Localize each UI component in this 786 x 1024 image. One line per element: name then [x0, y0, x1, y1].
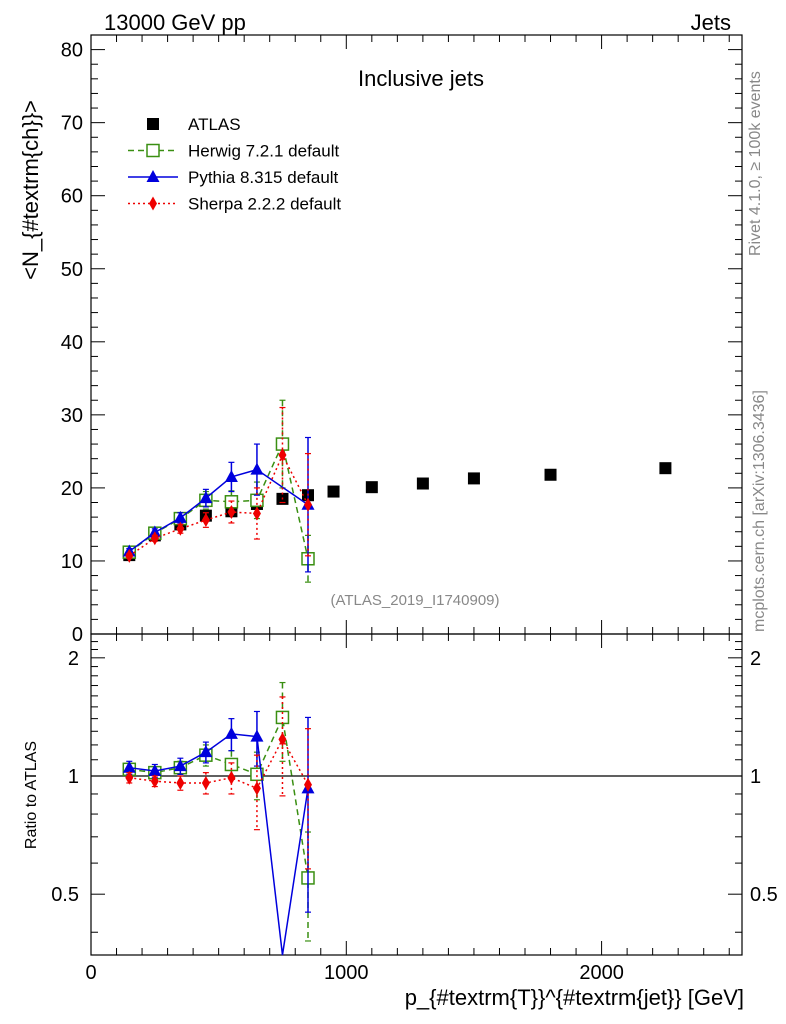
- data-point-pythia: [122, 760, 136, 773]
- main-y-tick-label: 20: [61, 478, 83, 500]
- data-point-pythia: [224, 726, 238, 739]
- data-point-pythia: [173, 510, 187, 523]
- data-point-pythia: [173, 759, 187, 772]
- ratio-ticks: 0.5 0.5 1 1 2 2 0 1000 2000: [51, 634, 778, 984]
- series-line-pythia: [129, 733, 309, 956]
- source-note: mcplots.cern.ch [arXiv:1306.3436]: [751, 390, 768, 632]
- series-line-sherpa: [129, 737, 309, 790]
- data-point-sherpa: [252, 781, 261, 796]
- data-point-pythia: [250, 729, 264, 742]
- main-y-tick-label: 60: [61, 186, 83, 208]
- legend-marker-herwig: [146, 143, 160, 158]
- data-point-sherpa: [176, 521, 185, 536]
- data-point-atlas: [327, 485, 340, 498]
- ratio-y-tick-label-right: 1: [750, 766, 761, 788]
- legend-marker-atlas: [147, 118, 159, 130]
- ratio-y-tick-label: 2: [68, 648, 79, 670]
- data-point-pythia: [199, 745, 213, 758]
- data-point-atlas: [365, 481, 378, 494]
- series-atlas: [123, 462, 672, 562]
- ratio-y-tick-label: 1: [68, 766, 79, 788]
- x-tick-label: 1000: [324, 962, 369, 984]
- series-herwig: [122, 399, 315, 583]
- main-y-tick-label: 40: [61, 332, 83, 354]
- rivet-note: Rivet 4.1.0, ≥ 100k events: [747, 71, 764, 256]
- main-y-tick-label: 10: [61, 551, 83, 573]
- legend-label-atlas: ATLAS: [188, 115, 241, 134]
- main-y-tick-label: 0: [72, 624, 83, 646]
- legend-marker-pythia: [146, 170, 160, 182]
- series-pythia: [122, 710, 315, 956]
- x-tick-label: 2000: [579, 962, 624, 984]
- data-point-sherpa: [150, 531, 159, 546]
- legend: ATLAS Herwig 7.2.1 default Pythia 8.315 de…: [128, 115, 341, 214]
- data-point-pythia: [224, 469, 238, 482]
- legend-label-herwig: Herwig 7.2.1 default: [188, 142, 339, 161]
- ratio-y-tick-label-right: 2: [750, 648, 761, 670]
- data-point-atlas: [467, 472, 480, 485]
- data-point-sherpa: [227, 770, 236, 785]
- data-point-sherpa: [201, 775, 210, 790]
- analysis-id: (ATLAS_2019_I1740909): [330, 592, 499, 609]
- series-line-herwig: [128, 441, 309, 559]
- x-tick-label: 0: [85, 962, 96, 984]
- series-herwig: [122, 681, 315, 942]
- main-y-tick-label: 30: [61, 405, 83, 427]
- data-point-sherpa: [150, 774, 159, 789]
- data-point-atlas: [659, 462, 672, 475]
- data-point-atlas: [544, 468, 557, 481]
- legend-marker-sherpa: [149, 196, 157, 211]
- energy-label: 13000 GeV pp: [104, 10, 246, 35]
- chart-title: Inclusive jets: [358, 66, 484, 91]
- main-series: [122, 399, 672, 583]
- data-point-sherpa: [278, 732, 287, 747]
- legend-label-sherpa: Sherpa 2.2.2 default: [188, 195, 341, 214]
- data-point-sherpa: [125, 770, 134, 785]
- main-y-tick-label: 70: [61, 113, 83, 135]
- data-point-sherpa: [252, 506, 261, 521]
- process-label: Jets: [691, 10, 731, 35]
- main-ticks: 0 10 20 30 40 50 60 70 80: [61, 34, 742, 646]
- data-point-sherpa: [227, 505, 236, 520]
- data-point-pythia: [148, 763, 162, 776]
- data-point-sherpa: [304, 497, 312, 512]
- ratio-y-tick-label: 0.5: [51, 884, 79, 906]
- series-sherpa: [125, 696, 312, 870]
- x-axis-title: p_{#textrm{T}}^{#textrm{jet}} [GeV]: [405, 985, 744, 1010]
- data-point-pythia: [199, 491, 213, 504]
- data-point-sherpa: [278, 448, 287, 463]
- data-point-sherpa: [304, 777, 312, 792]
- data-point-atlas: [416, 477, 429, 490]
- main-y-tick-label: 80: [61, 40, 83, 62]
- main-y-axis-title: <N_{#textrm{ch}}>: [18, 100, 43, 280]
- series-line-sherpa: [128, 453, 309, 557]
- ratio-y-tick-label-right: 0.5: [750, 884, 778, 906]
- legend-label-pythia: Pythia 8.315 default: [188, 168, 339, 187]
- main-y-tick-label: 50: [61, 259, 83, 281]
- ratio-panel-frame: [90, 633, 743, 956]
- data-point-sherpa: [201, 513, 210, 528]
- ratio-series: [122, 681, 315, 956]
- ratio-y-axis-title: Ratio to ATLAS: [23, 741, 40, 849]
- data-point-sherpa: [176, 775, 185, 790]
- data-point-sherpa: [125, 548, 134, 563]
- series-sherpa: [125, 406, 312, 563]
- data-point-pythia: [250, 462, 264, 475]
